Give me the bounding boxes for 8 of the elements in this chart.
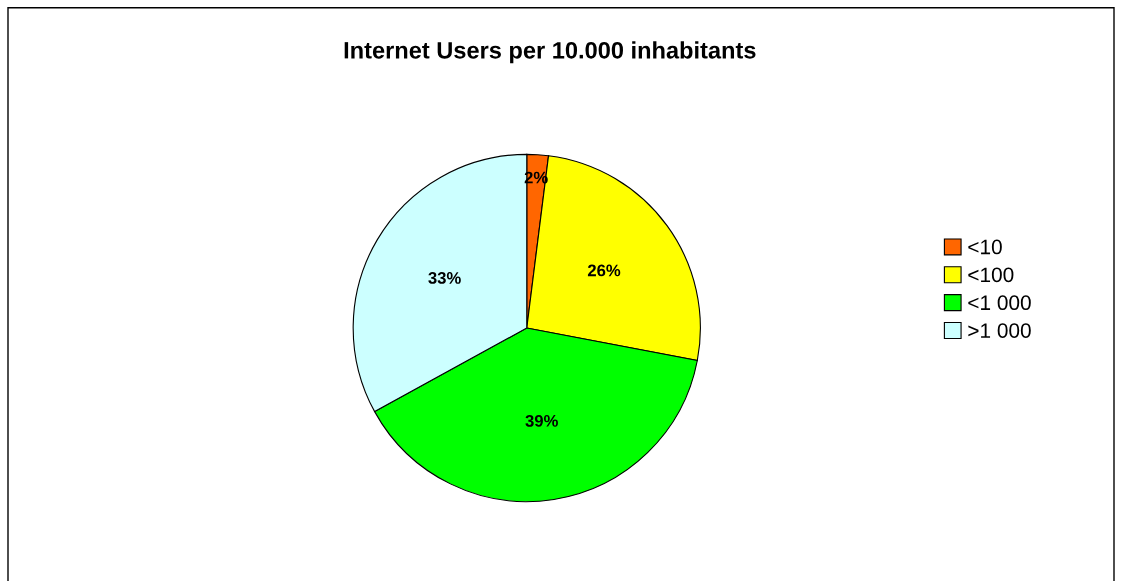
legend-label: <1 000: [968, 295, 1031, 311]
chart-title: Internet Users per 10.000 inhabitants: [344, 41, 756, 64]
legend-label: <100: [968, 267, 1014, 283]
data-label: 39%: [525, 414, 558, 427]
legend-label: >1 000: [968, 323, 1031, 338]
data-label: 26%: [587, 264, 621, 277]
data-label: 33%: [428, 272, 461, 284]
legend-label: <10: [968, 239, 1002, 255]
